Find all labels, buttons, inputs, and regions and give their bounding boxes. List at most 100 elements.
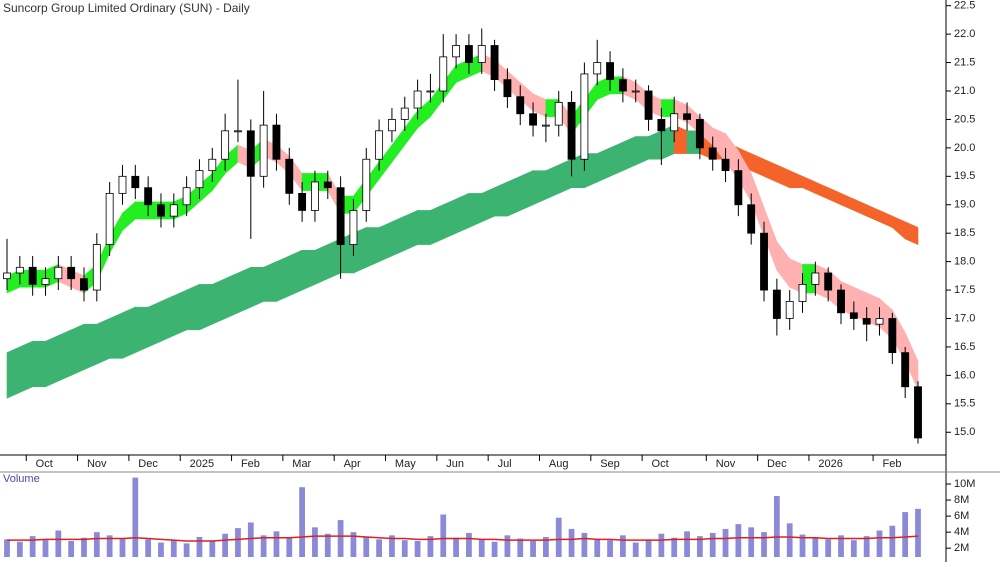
x-tick-label: Jul	[498, 458, 512, 470]
band-segment	[186, 283, 200, 331]
candle-body	[285, 158, 294, 194]
candle-body	[41, 278, 50, 285]
volume-average-line	[7, 535, 919, 542]
candle-body	[888, 318, 897, 354]
x-tick-label: Nov	[716, 458, 736, 470]
candle-body	[400, 107, 409, 120]
band-segment	[58, 329, 72, 382]
volume-bar	[93, 532, 100, 557]
band-segment	[468, 193, 483, 228]
volume-bar	[568, 528, 575, 557]
band-segment	[532, 170, 547, 206]
volume-bar	[645, 539, 652, 557]
candle-body	[644, 90, 653, 120]
candle-body	[554, 101, 563, 126]
candle-body	[452, 45, 461, 58]
candle-body	[375, 130, 384, 160]
candle-body	[272, 124, 281, 160]
candle-body	[503, 79, 512, 98]
candle-body	[92, 244, 101, 291]
band-segment	[237, 266, 252, 314]
candle-body	[323, 181, 332, 189]
y-tick-label: 20.0	[954, 142, 975, 154]
y-tick-label: 15.0	[954, 426, 975, 438]
volume-bar	[620, 535, 626, 557]
volume-bar	[260, 535, 267, 557]
volume-bar	[671, 537, 678, 557]
volume-bar	[504, 535, 511, 557]
volume-bar	[543, 536, 549, 557]
x-tick-label: Aug	[549, 458, 569, 470]
y-tick-label: 16.5	[954, 341, 975, 353]
candle-body	[593, 62, 602, 75]
candle-body	[80, 278, 88, 291]
volume-bar	[196, 536, 203, 557]
volume-bar	[299, 487, 305, 557]
y-tick-label: 19.5	[954, 170, 975, 182]
candle-body	[747, 204, 756, 234]
volume-bar	[183, 543, 190, 557]
y-tick-label: 16.0	[954, 369, 975, 381]
volume-bar	[735, 524, 742, 557]
band-segment	[507, 175, 521, 217]
volume-bar	[838, 535, 844, 557]
candle-body	[234, 130, 242, 133]
candle-body	[349, 210, 358, 245]
y-tick-label: 21.0	[954, 85, 975, 97]
volume-bar	[491, 541, 498, 557]
band-segment	[199, 284, 213, 331]
y-tick-label: 18.0	[954, 256, 975, 268]
band-segment	[442, 198, 457, 240]
candle-body	[464, 45, 473, 63]
volume-bar	[876, 530, 883, 557]
band-segment	[288, 249, 303, 297]
volume-title: Volume	[3, 473, 40, 485]
volume-bar	[158, 542, 164, 557]
band-segment	[596, 147, 611, 183]
band-segment	[314, 244, 329, 285]
y-tick-label: 21.5	[954, 56, 975, 68]
x-tick-label: 2026	[818, 458, 842, 470]
x-tick-label: Feb	[241, 458, 260, 470]
candle-body	[837, 289, 845, 314]
x-tick-label: Mar	[292, 458, 311, 470]
band-segment	[904, 221, 919, 246]
x-tick-label: Dec	[138, 458, 158, 470]
band-segment	[160, 295, 175, 342]
band-segment	[6, 346, 21, 399]
candle-body	[477, 45, 486, 63]
candle-body	[721, 158, 730, 172]
band-segment	[135, 306, 149, 354]
band-segment	[494, 181, 508, 217]
candle-body	[670, 113, 679, 132]
candle-body	[259, 124, 268, 177]
y-tick-label: 2M	[954, 542, 969, 554]
volume-bar	[812, 536, 819, 557]
volume-bar	[389, 535, 395, 557]
volume-bar	[55, 530, 62, 557]
volume-bar	[350, 532, 357, 557]
band-segment	[609, 141, 624, 177]
candle-body	[606, 62, 614, 81]
band-segment	[545, 164, 560, 200]
volume-bar	[889, 525, 896, 557]
y-tick-label: 18.5	[954, 227, 975, 239]
y-tick-label: 4M	[954, 526, 969, 538]
candle-body	[708, 147, 717, 160]
volume-bar	[530, 540, 536, 557]
volume-bar	[915, 508, 921, 557]
volume-bar	[466, 532, 472, 557]
band-segment	[83, 323, 98, 371]
band-segment	[19, 340, 33, 393]
volume-bar	[786, 523, 793, 557]
volume-bar	[581, 532, 588, 557]
volume-bar	[106, 535, 113, 557]
volume-bar	[170, 540, 177, 557]
volume-bar	[363, 536, 370, 557]
candle-body	[683, 113, 691, 120]
volume-bar	[273, 531, 280, 557]
volume-bar	[401, 540, 408, 557]
candle-body	[169, 204, 178, 217]
volume-bar	[145, 539, 152, 557]
volume-bar	[29, 536, 36, 557]
